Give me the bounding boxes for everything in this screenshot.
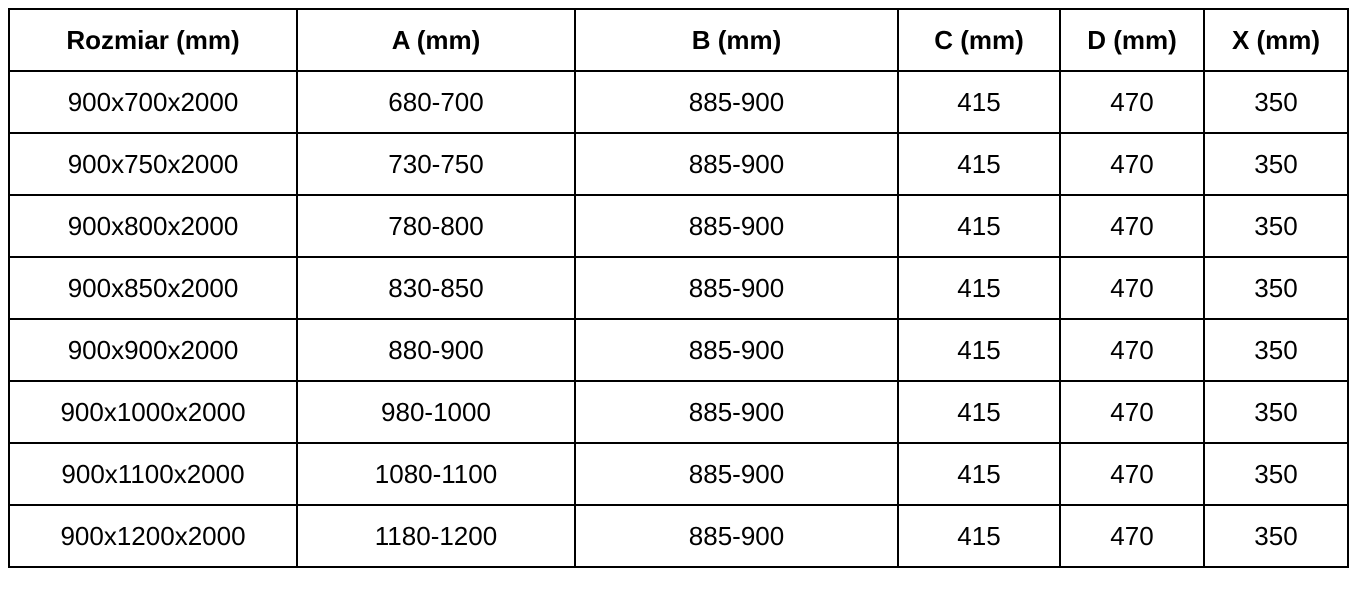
cell-c: 415: [897, 318, 1061, 382]
table-row: 900x750x2000 730-750 885-900 415 470 350: [8, 132, 1349, 196]
cell-b: 885-900: [574, 70, 899, 134]
cell-a: 780-800: [296, 194, 576, 258]
cell-size: 900x800x2000: [8, 194, 298, 258]
cell-a: 980-1000: [296, 380, 576, 444]
cell-b: 885-900: [574, 380, 899, 444]
cell-c: 415: [897, 504, 1061, 568]
cell-d: 470: [1059, 256, 1205, 320]
cell-a: 830-850: [296, 256, 576, 320]
cell-b: 885-900: [574, 132, 899, 196]
table-row: 900x1200x2000 1180-1200 885-900 415 470 350: [8, 504, 1349, 568]
table-row: 900x800x2000 780-800 885-900 415 470 350: [8, 194, 1349, 258]
cell-size: 900x1100x2000: [8, 442, 298, 506]
cell-size: 900x700x2000: [8, 70, 298, 134]
table-row: 900x700x2000 680-700 885-900 415 470 350: [8, 70, 1349, 134]
cell-x: 350: [1203, 442, 1349, 506]
cell-c: 415: [897, 132, 1061, 196]
cell-x: 350: [1203, 194, 1349, 258]
cell-a: 730-750: [296, 132, 576, 196]
header-d: D (mm): [1059, 8, 1205, 72]
cell-c: 415: [897, 380, 1061, 444]
table-row: 900x850x2000 830-850 885-900 415 470 350: [8, 256, 1349, 320]
cell-b: 885-900: [574, 442, 899, 506]
cell-x: 350: [1203, 132, 1349, 196]
table-row: 900x1000x2000 980-1000 885-900 415 470 350: [8, 380, 1349, 444]
header-b: B (mm): [574, 8, 899, 72]
cell-d: 470: [1059, 318, 1205, 382]
cell-d: 470: [1059, 194, 1205, 258]
cell-c: 415: [897, 256, 1061, 320]
cell-b: 885-900: [574, 504, 899, 568]
cell-x: 350: [1203, 318, 1349, 382]
cell-size: 900x1200x2000: [8, 504, 298, 568]
cell-size: 900x850x2000: [8, 256, 298, 320]
cell-a: 1080-1100: [296, 442, 576, 506]
header-a: A (mm): [296, 8, 576, 72]
header-size: Rozmiar (mm): [8, 8, 298, 72]
cell-d: 470: [1059, 70, 1205, 134]
cell-d: 470: [1059, 132, 1205, 196]
cell-x: 350: [1203, 256, 1349, 320]
dimensions-table: Rozmiar (mm) A (mm) B (mm) C (mm) D (mm)…: [8, 8, 1349, 568]
cell-x: 350: [1203, 70, 1349, 134]
table-row: 900x1100x2000 1080-1100 885-900 415 470 350: [8, 442, 1349, 506]
cell-a: 1180-1200: [296, 504, 576, 568]
cell-x: 350: [1203, 504, 1349, 568]
cell-size: 900x750x2000: [8, 132, 298, 196]
header-c: C (mm): [897, 8, 1061, 72]
cell-d: 470: [1059, 442, 1205, 506]
header-row: Rozmiar (mm) A (mm) B (mm) C (mm) D (mm)…: [8, 8, 1349, 72]
cell-size: 900x1000x2000: [8, 380, 298, 444]
cell-a: 880-900: [296, 318, 576, 382]
cell-b: 885-900: [574, 318, 899, 382]
cell-b: 885-900: [574, 256, 899, 320]
cell-c: 415: [897, 194, 1061, 258]
cell-b: 885-900: [574, 194, 899, 258]
cell-d: 470: [1059, 504, 1205, 568]
cell-size: 900x900x2000: [8, 318, 298, 382]
cell-x: 350: [1203, 380, 1349, 444]
table-body: 900x700x2000 680-700 885-900 415 470 350 900x7…: [8, 70, 1349, 568]
table-row: 900x900x2000 880-900 885-900 415 470 350: [8, 318, 1349, 382]
cell-d: 470: [1059, 380, 1205, 444]
cell-c: 415: [897, 442, 1061, 506]
cell-c: 415: [897, 70, 1061, 134]
cell-a: 680-700: [296, 70, 576, 134]
header-x: X (mm): [1203, 8, 1349, 72]
